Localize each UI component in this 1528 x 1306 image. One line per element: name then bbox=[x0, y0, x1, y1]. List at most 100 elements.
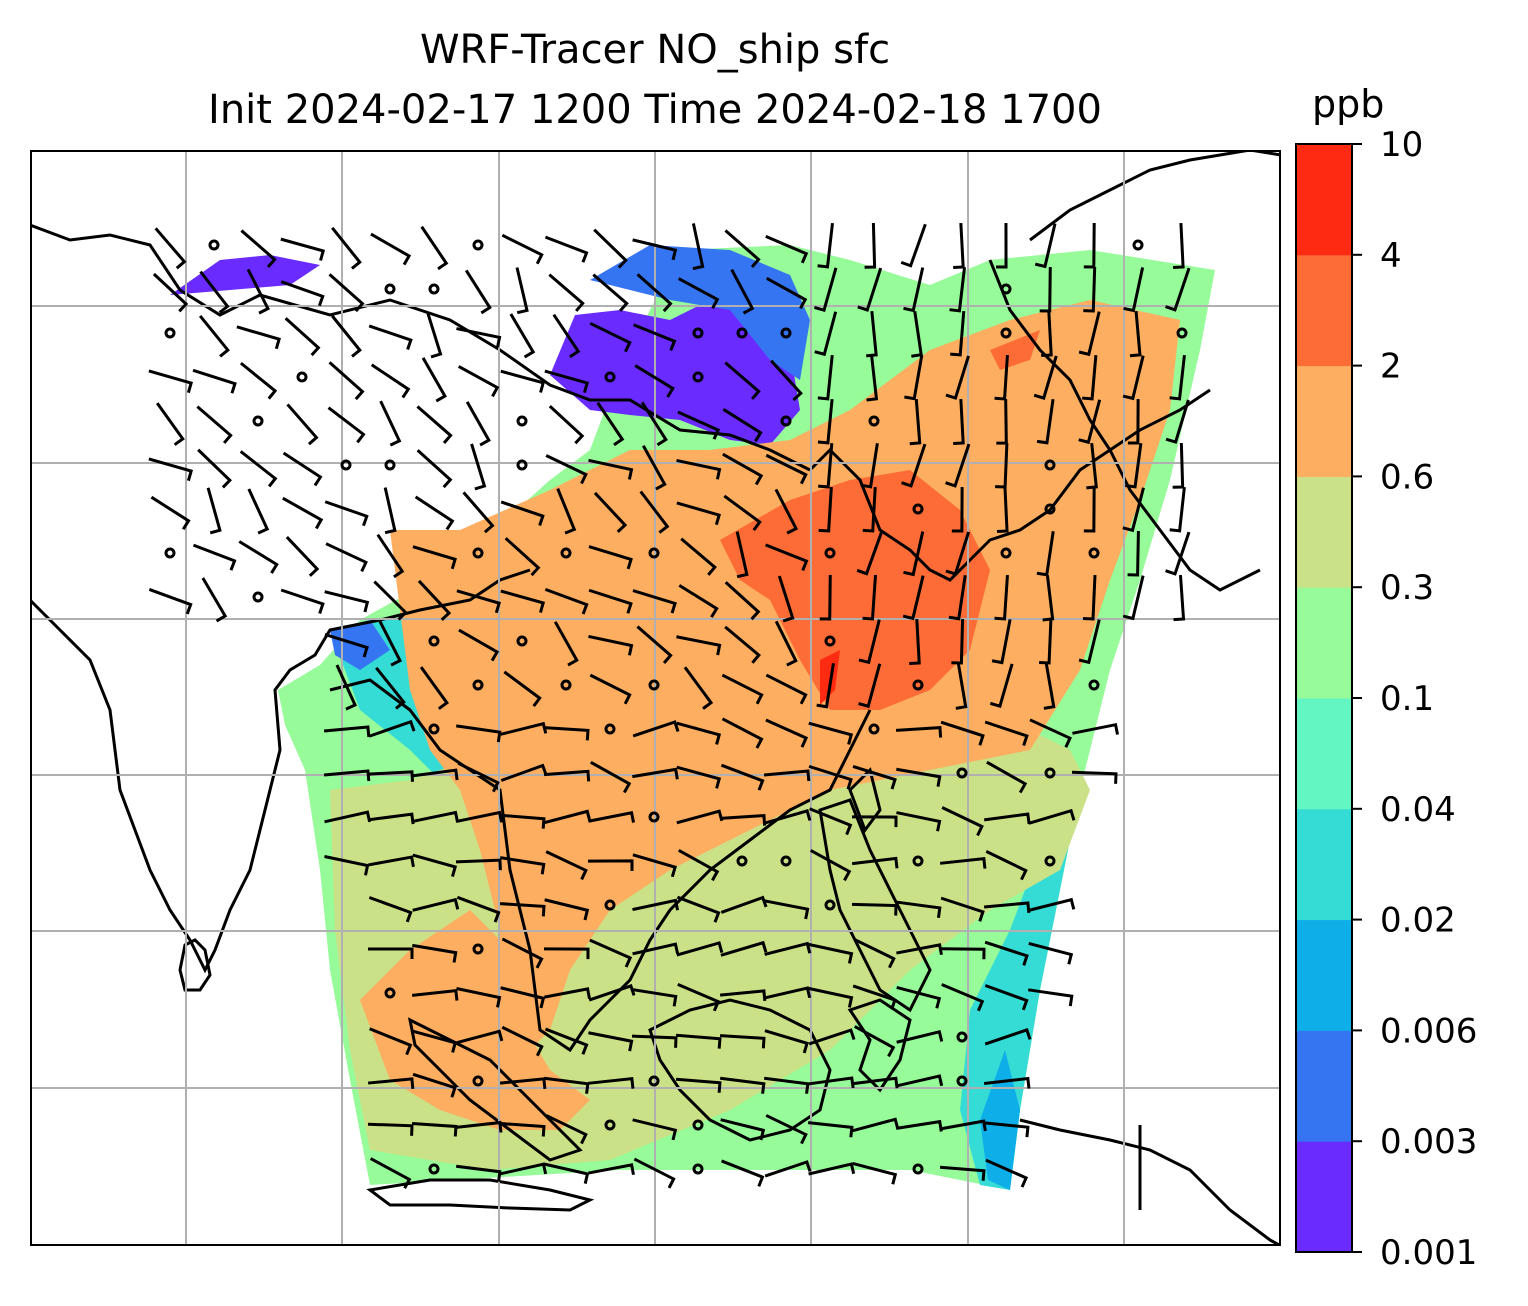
wind-barb bbox=[948, 575, 967, 621]
wind-barb bbox=[148, 457, 194, 482]
wind-barb bbox=[500, 500, 545, 526]
wind-barb bbox=[636, 625, 673, 664]
colorbar-band bbox=[1296, 1141, 1352, 1253]
wind-barb bbox=[720, 763, 765, 791]
calm-wind-marker bbox=[252, 415, 264, 427]
wind-barb bbox=[853, 1025, 896, 1058]
wind-barb bbox=[587, 859, 634, 871]
wind-barb bbox=[411, 1122, 458, 1137]
wind-barb bbox=[456, 1029, 504, 1045]
wind-barb bbox=[420, 225, 449, 271]
wind-barb bbox=[1083, 266, 1097, 313]
wind-barb bbox=[286, 403, 319, 446]
wind-barb bbox=[150, 495, 191, 531]
wind-barb bbox=[808, 942, 854, 964]
wind-barb bbox=[1036, 531, 1055, 577]
wind-barb bbox=[941, 983, 985, 1012]
wind-barb bbox=[813, 267, 838, 313]
wind-barb bbox=[500, 721, 548, 736]
wind-barb bbox=[148, 588, 193, 615]
wind-barb bbox=[896, 1029, 944, 1044]
calm-wind-marker bbox=[824, 899, 836, 911]
wind-barb bbox=[909, 398, 922, 446]
wind-barb bbox=[545, 850, 588, 881]
wind-barb bbox=[639, 490, 670, 534]
wind-barb bbox=[984, 720, 1029, 746]
wind-barb bbox=[852, 765, 897, 790]
wind-barb bbox=[721, 717, 764, 749]
colorbar-tick-label: 4 bbox=[1380, 236, 1402, 276]
wind-barb bbox=[376, 533, 405, 579]
wind-barb bbox=[774, 620, 798, 667]
wind-barb bbox=[370, 363, 411, 399]
wind-barb bbox=[994, 574, 1009, 621]
wind-barb bbox=[945, 443, 971, 488]
wind-barb bbox=[763, 1076, 810, 1094]
wind-barb bbox=[412, 853, 458, 877]
wind-barb bbox=[819, 574, 832, 621]
wind-barb bbox=[632, 942, 680, 956]
colorbar-unit-label: ppb bbox=[1312, 82, 1385, 126]
wind-barb bbox=[939, 1165, 986, 1181]
wind-barb bbox=[814, 311, 838, 357]
calm-wind-marker bbox=[164, 327, 176, 339]
calm-wind-marker bbox=[472, 547, 484, 559]
wind-barb bbox=[953, 222, 965, 269]
calm-wind-marker bbox=[912, 855, 924, 867]
wind-barb bbox=[895, 900, 942, 919]
wind-barb bbox=[764, 941, 812, 956]
wind-barb bbox=[766, 277, 808, 310]
calm-wind-marker bbox=[384, 459, 396, 471]
wind-barb bbox=[1034, 223, 1057, 269]
wind-barb bbox=[720, 895, 768, 914]
wind-barb bbox=[896, 1074, 944, 1088]
calm-wind-marker bbox=[384, 987, 396, 999]
wind-barb bbox=[419, 666, 449, 710]
wind-barb bbox=[1078, 399, 1102, 445]
wind-barb bbox=[588, 458, 634, 480]
map-frame bbox=[30, 150, 1281, 1246]
wind-barb bbox=[412, 1072, 457, 1098]
wind-barb bbox=[818, 442, 834, 489]
colorbar-band bbox=[1296, 365, 1352, 477]
calm-wind-marker bbox=[296, 371, 308, 383]
wind-barb bbox=[764, 809, 812, 825]
wind-barb bbox=[543, 1076, 590, 1094]
wind-barb bbox=[676, 458, 722, 480]
wind-barb bbox=[983, 1076, 1031, 1089]
wind-barb bbox=[323, 725, 371, 738]
wind-barb bbox=[500, 856, 546, 875]
wind-barb bbox=[765, 543, 809, 571]
wind-barb bbox=[862, 486, 877, 533]
wind-barb bbox=[500, 369, 546, 393]
wind-barb bbox=[636, 273, 673, 313]
wind-barb bbox=[1028, 897, 1076, 912]
wind-barb bbox=[412, 943, 458, 963]
wind-barb bbox=[327, 406, 366, 444]
wind-barb bbox=[324, 500, 369, 527]
wind-barb bbox=[331, 314, 362, 358]
wind-barb bbox=[155, 402, 185, 446]
map-title-line2: Init 2024-02-17 1200 Time 2024-02-18 170… bbox=[208, 87, 1102, 133]
wind-barb bbox=[633, 1157, 676, 1189]
wind-barb bbox=[983, 812, 1031, 825]
wind-barb bbox=[499, 1122, 546, 1137]
field-low-n2 bbox=[590, 245, 810, 380]
colorbar-tick-label: 0.001 bbox=[1380, 1233, 1477, 1270]
wind-barb bbox=[989, 663, 1014, 708]
wind-barb bbox=[509, 313, 536, 359]
calm-wind-marker bbox=[252, 591, 264, 603]
wind-barb bbox=[719, 1076, 766, 1094]
coastline-philippines bbox=[818, 798, 932, 1013]
wind-barb bbox=[455, 858, 502, 871]
wind-barb bbox=[817, 354, 834, 401]
wind-barb bbox=[412, 1029, 458, 1053]
wind-barb bbox=[588, 588, 633, 614]
wind-barb bbox=[1172, 442, 1185, 489]
wind-barb bbox=[543, 769, 591, 782]
wind-barb bbox=[280, 588, 325, 614]
wind-barb bbox=[1029, 718, 1072, 748]
wind-barb bbox=[368, 324, 413, 351]
colorbar-tick-label: 0.02 bbox=[1380, 901, 1456, 941]
calm-wind-marker bbox=[868, 415, 880, 427]
